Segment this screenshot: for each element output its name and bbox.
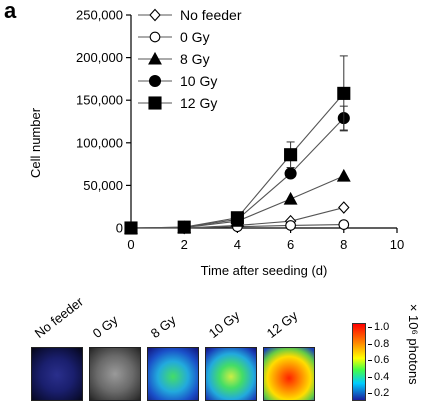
x-tick-label: 10 [390, 237, 404, 252]
y-axis-label: Cell number [28, 107, 43, 178]
colorbar-unit-label: ×10⁶ photons [406, 300, 421, 385]
luminescence-image-tile [263, 347, 315, 401]
tile-label: No feeder [31, 294, 86, 341]
luminescence-image-tile [89, 347, 141, 401]
legend-item: 8 Gy [138, 51, 210, 67]
series-12-gy [124, 55, 351, 235]
data-point [336, 168, 351, 182]
data-point [338, 201, 350, 214]
legend-label: No feeder [180, 7, 242, 23]
legend-label: 0 Gy [180, 29, 210, 45]
x-tick-label: 0 [127, 237, 134, 252]
y-tick-label: 100,000 [76, 135, 123, 150]
legend-label: 8 Gy [180, 51, 210, 67]
colorbar-tick-label: 1.0 [368, 321, 389, 333]
chart-legend: No feeder 0 Gy 8 Gy 10 Gy 12 Gy [138, 7, 242, 111]
legend-marker [148, 51, 162, 65]
panel-label: a [4, 0, 17, 23]
x-tick-label: 2 [181, 237, 188, 252]
growth-curve-chart: 0 50,000 100,000 150,000 200,000 250,000 0 2 4 6 8… [28, 7, 404, 278]
data-point [338, 219, 350, 230]
data-point [337, 86, 351, 100]
legend-item: 0 Gy [138, 29, 210, 45]
y-tick-label: 0 [116, 221, 123, 236]
legend-label: 10 Gy [180, 73, 217, 89]
data-point [230, 211, 244, 225]
x-tick-label: 6 [287, 237, 294, 252]
tile-label: 8 Gy [147, 312, 179, 341]
legend-item: 10 Gy [138, 73, 217, 89]
colorbar-tick-label: 0.8 [368, 338, 389, 350]
data-point [285, 220, 296, 231]
colorbar-tick-label: 0.4 [368, 371, 389, 383]
luminescence-image-tile [31, 347, 83, 401]
data-point [284, 167, 297, 180]
luminescence-image-tile [147, 347, 199, 401]
legend-item: 12 Gy [138, 95, 217, 111]
legend-marker [148, 96, 162, 110]
tile-label: 12 Gy [263, 307, 301, 341]
legend-label: 12 Gy [180, 95, 217, 111]
legend-item: No feeder [138, 7, 242, 23]
y-tick-label: 150,000 [76, 93, 123, 108]
legend-marker [149, 31, 161, 43]
x-tick-label: 8 [340, 237, 347, 252]
tile-label: 0 Gy [89, 312, 121, 341]
chart-series [124, 55, 351, 235]
y-tick-label: 200,000 [76, 50, 123, 65]
series-line [130, 93, 345, 229]
data-point [124, 221, 138, 235]
data-point [283, 191, 298, 205]
colorbar-tick-label: 0.6 [368, 354, 389, 366]
y-tick-label: 250,000 [76, 8, 123, 23]
y-tick-label: 50,000 [83, 178, 123, 193]
x-axis-label: Time after seeding (d) [201, 263, 328, 278]
legend-marker [148, 74, 162, 88]
luminescence-image-tile [205, 347, 257, 401]
data-point [177, 220, 191, 234]
data-point [284, 148, 298, 162]
colorbar [352, 323, 366, 401]
tile-label: 10 Gy [205, 307, 243, 341]
x-tick-label: 4 [234, 237, 241, 252]
legend-marker [149, 8, 161, 22]
colorbar-tick-label: 0.2 [368, 387, 389, 399]
